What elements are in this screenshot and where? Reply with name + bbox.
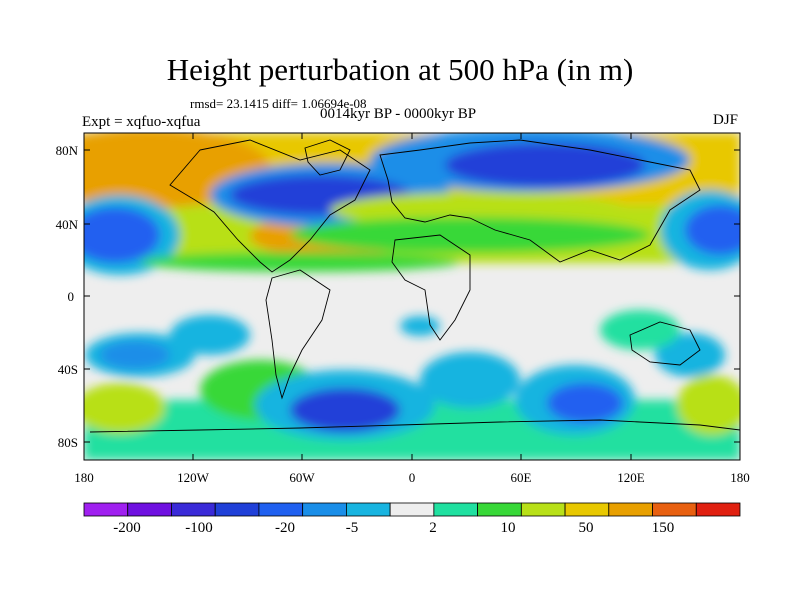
lat-label-40n: 40N (56, 217, 79, 232)
experiment-label: Expt = xqfuo-xqfua (82, 114, 201, 130)
colorbar-swatch (171, 502, 216, 517)
season-label: DJF (713, 112, 739, 128)
axis-ticks (83, 133, 741, 460)
colorbar-swatch (127, 502, 172, 517)
colorbar-swatch (695, 502, 741, 517)
lon-label-120e: 120E (617, 470, 645, 485)
colorbar-label-3: -20 (275, 520, 295, 536)
colorbar-swatch (345, 502, 391, 517)
colorbar (83, 502, 741, 517)
colorbar-label-2: -100 (185, 520, 213, 536)
stats-line: rmsd= 23.1415 diff= 1.06694e-08 (190, 96, 367, 111)
colorbar-swatch (520, 502, 566, 517)
lon-label-60e: 60E (511, 470, 532, 485)
contour-field (84, 133, 740, 460)
colorbar-swatch (302, 502, 347, 517)
colorbar-swatch (433, 502, 479, 517)
lon-label-180w: 180 (74, 470, 94, 485)
colorbar-label-6: 10 (501, 520, 516, 536)
lat-label-80s: 80S (58, 435, 78, 450)
plot-title: Height perturbation at 500 hPa (in m) (166, 52, 634, 87)
colorbar-label-5: 2 (429, 520, 437, 536)
colorbar-swatch (214, 502, 260, 517)
colorbar-label-7: 50 (579, 520, 594, 536)
lat-label-40s: 40S (58, 362, 78, 377)
lat-label-0: 0 (68, 289, 75, 304)
colorbar-swatch (258, 502, 304, 517)
colorbar-label-4: -5 (346, 520, 359, 536)
lon-label-0: 0 (409, 470, 416, 485)
colorbar-swatch (652, 502, 697, 517)
lon-label-120w: 120W (177, 470, 210, 485)
colorbar-swatch (389, 502, 435, 517)
colorbar-label-1: -200 (113, 520, 141, 536)
period-label: 0014kyr BP - 0000kyr BP (320, 106, 477, 122)
colorbar-swatch (564, 502, 610, 517)
lon-label-60w: 60W (289, 470, 315, 485)
lat-label-80n: 80N (56, 143, 79, 158)
colorbar-swatch (477, 502, 522, 517)
colorbar-swatch (608, 502, 653, 517)
colorbar-swatch (83, 502, 129, 517)
lon-label-180e: 180 (730, 470, 750, 485)
colorbar-label-8: 150 (652, 520, 675, 536)
